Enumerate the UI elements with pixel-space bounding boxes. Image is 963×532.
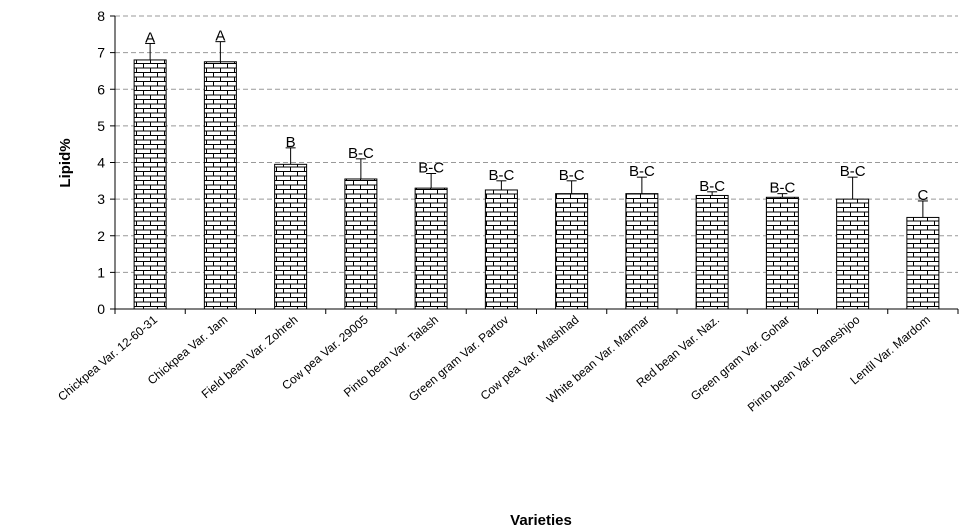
significance-label: B-C [629,163,655,180]
significance-label: B-C [840,163,866,180]
bar [765,196,799,310]
axes: 0 1 2 3 4 5 6 7 8 [97,8,959,317]
y-tick-label: 3 [97,191,105,207]
significance-label: B-C [348,145,374,162]
bars [133,41,940,310]
significance-labels: A A B B-C B-C B-C B-C B-C B-C B-C B-C C [145,28,928,204]
y-tick-label: 0 [97,301,105,317]
bar [836,198,870,310]
bar [133,59,167,310]
bar [555,193,589,310]
category-label: Pinto bean Var. Daneshjoo [745,312,863,414]
y-tick-label: 8 [97,8,105,24]
y-axis-title: Lipid% [57,138,74,187]
y-tick-label: 6 [97,81,105,97]
category-label: Chickpea Var. 12-60-31 [55,312,160,403]
bar [695,194,729,310]
y-tick-label: 1 [97,264,105,280]
significance-label: B [286,134,296,151]
significance-label: B-C [418,159,444,176]
bar [344,178,378,310]
bar [906,216,940,310]
significance-label: B-C [699,178,725,195]
y-tick-label: 5 [97,118,105,134]
bar [414,187,448,310]
x-axis-title: Varieties [510,512,572,529]
bar [625,193,659,310]
bar [484,189,518,310]
significance-label: B-C [488,167,514,184]
significance-label: A [145,29,155,46]
significance-label: A [215,28,225,45]
significance-label: B-C [559,167,585,184]
significance-label: B-C [769,180,795,197]
significance-label: C [917,187,928,204]
y-tick-label: 2 [97,228,105,244]
bar [274,163,308,310]
gridlines [115,15,958,273]
y-tick-label: 4 [97,155,105,171]
bar [203,61,237,310]
y-tick-label: 7 [97,45,105,61]
